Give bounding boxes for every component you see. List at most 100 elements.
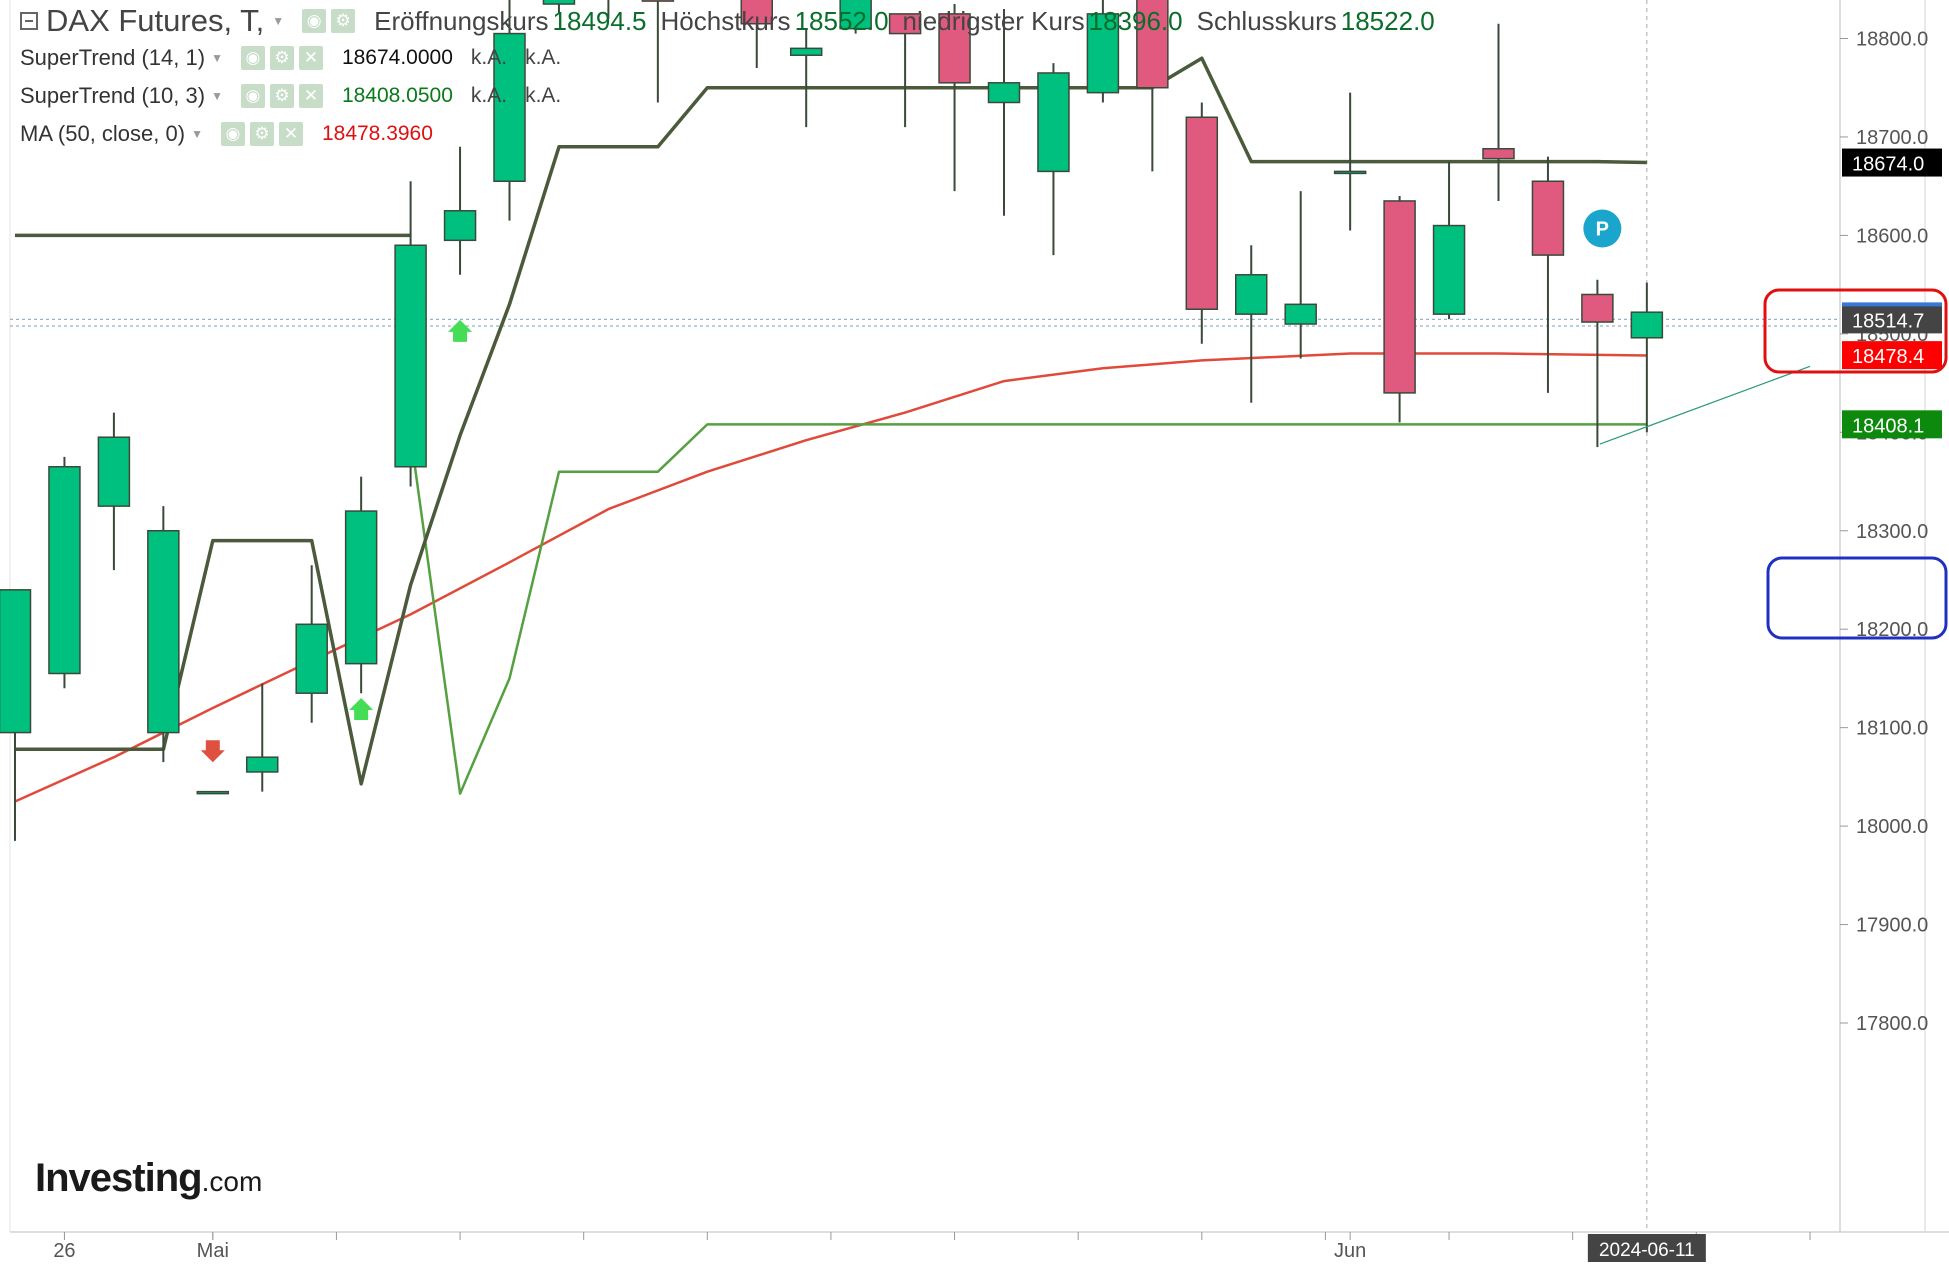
candle-body [1581, 293, 1614, 323]
candle-body [295, 623, 328, 694]
candle-body [1235, 274, 1268, 315]
price-tick-label: 18600.0 [1856, 225, 1928, 247]
instrument-title[interactable]: DAX Futures, T, [46, 3, 265, 38]
price-badge [1842, 410, 1942, 439]
price-badge [1842, 341, 1942, 370]
open-label: Eröffnungskurs [374, 5, 549, 36]
indicator-name[interactable]: SuperTrend (14, 1) [20, 45, 206, 70]
candle-body [839, 0, 872, 30]
indicator-value: 18674.0000 [341, 46, 453, 69]
gear-icon[interactable]: ⚙ [269, 46, 294, 70]
candle-body [1136, 0, 1169, 89]
candle-body [196, 790, 230, 795]
candle-body [1383, 200, 1416, 394]
pivot-marker-label: P [1596, 219, 1609, 241]
indicator-row-supertrend-10: SuperTrend (10, 3) ▼ ◉ ⚙ ✕ 18408.0500 k.… [20, 81, 579, 111]
price-tick-label: 18000.0 [1856, 816, 1928, 838]
time-tick-label: 26 [53, 1240, 75, 1262]
candle-body [938, 13, 971, 84]
buy-signal-arrow [349, 697, 374, 720]
main-instrument-row: DAX Futures, T, ▼ ◉ ⚙ Eröffnungskurs 184… [20, 3, 1435, 38]
indicator-na: k.A. [470, 84, 508, 107]
candle-body [246, 756, 279, 773]
candle-body [394, 244, 427, 468]
supertrend-10-3-line [409, 423, 1647, 795]
indicator-na: k.A. [470, 46, 508, 69]
chevron-down-icon[interactable]: ▼ [272, 14, 285, 28]
price-tick-label: 18200.0 [1856, 619, 1928, 641]
candle-body [1284, 303, 1317, 325]
price-badge-label: 18478.4 [1852, 346, 1924, 368]
logo-text: Investing [35, 1156, 203, 1200]
candle-body [1333, 170, 1367, 175]
close-label: Schlusskurs [1196, 5, 1337, 36]
price-tick-label: 17900.0 [1856, 915, 1928, 937]
visibility-icon[interactable]: ◉ [240, 46, 265, 70]
candle-body [1630, 311, 1664, 339]
candle-body [493, 32, 526, 183]
candle-body [789, 47, 823, 56]
sell-signal-arrow [200, 740, 225, 763]
candle-body [542, 0, 576, 5]
indicator-na: k.A. [525, 84, 562, 107]
indicator-row-ma-50: MA (50, close, 0) ▼ ◉ ⚙ ✕ 18478.3960 [20, 119, 451, 149]
annotation-red-box [1763, 288, 1948, 374]
annotation-blue-box [1766, 556, 1948, 640]
candle-body [443, 210, 477, 242]
time-tick-label: Jun [1334, 1240, 1366, 1262]
gear-icon[interactable]: ⚙ [269, 84, 294, 108]
visibility-icon[interactable]: ◉ [240, 84, 265, 108]
candle-body [97, 436, 131, 507]
trend-line-drawing [1599, 365, 1811, 445]
price-badge-label: 18408.1 [1852, 415, 1924, 437]
price-badge-accent [1842, 302, 1942, 307]
visibility-icon[interactable]: ◉ [302, 9, 327, 33]
price-badge [1842, 305, 1942, 334]
candle-body [1482, 148, 1515, 160]
gear-icon[interactable]: ⚙ [249, 122, 274, 146]
open-value: 18494.5 [552, 5, 647, 36]
price-tick-label: 17800.0 [1856, 1013, 1928, 1035]
candle-body [1531, 180, 1565, 256]
gear-icon[interactable]: ⚙ [331, 9, 356, 33]
chevron-down-icon[interactable]: ▼ [211, 51, 223, 65]
high-label: Höchstkurs [660, 5, 791, 36]
high-value: 18552.0 [794, 5, 889, 36]
candle-body [0, 589, 32, 734]
candle-body [344, 510, 378, 665]
candle-body [641, 0, 675, 2]
indicator-row-supertrend-14: SuperTrend (14, 1) ▼ ◉ ⚙ ✕ 18674.0000 k.… [20, 43, 579, 73]
chevron-down-icon[interactable]: ▼ [191, 127, 203, 141]
candle-body [740, 0, 773, 25]
price-tick-label: 18100.0 [1856, 718, 1928, 740]
price-badge-label: 18514.7 [1852, 310, 1924, 332]
indicator-na: k.A. [525, 46, 562, 69]
crosshair-date-badge [1587, 1234, 1706, 1262]
close-icon[interactable]: ✕ [298, 46, 323, 70]
candle-body [1086, 13, 1120, 94]
candle-body [1185, 116, 1219, 310]
logo-domain: .com [201, 1166, 263, 1197]
indicator-name[interactable]: SuperTrend (10, 3) [20, 83, 206, 108]
close-icon[interactable]: ✕ [278, 122, 303, 146]
price-badge-label: 18674.0 [1852, 154, 1924, 176]
indicator-name[interactable]: MA (50, close, 0) [20, 121, 186, 146]
pivot-marker-icon [1583, 209, 1622, 248]
low-label: niedrigster Kurs [902, 5, 1085, 36]
indicator-value: 18478.3960 [321, 122, 433, 145]
price-tick-label: 18800.0 [1856, 29, 1928, 51]
candle-body [147, 530, 180, 734]
visibility-icon[interactable]: ◉ [220, 122, 245, 146]
indicator-value: 18408.0500 [341, 84, 453, 107]
time-tick-label: Mai [197, 1240, 229, 1262]
close-icon[interactable]: ✕ [298, 84, 323, 108]
low-value: 18396.0 [1088, 5, 1183, 36]
buy-signal-arrow [448, 319, 473, 342]
collapse-legend-icon[interactable] [20, 12, 38, 30]
chevron-down-icon[interactable]: ▼ [211, 89, 223, 103]
close-value: 18522.0 [1340, 5, 1435, 36]
candle-body [48, 466, 81, 675]
candle-body [1432, 224, 1466, 315]
